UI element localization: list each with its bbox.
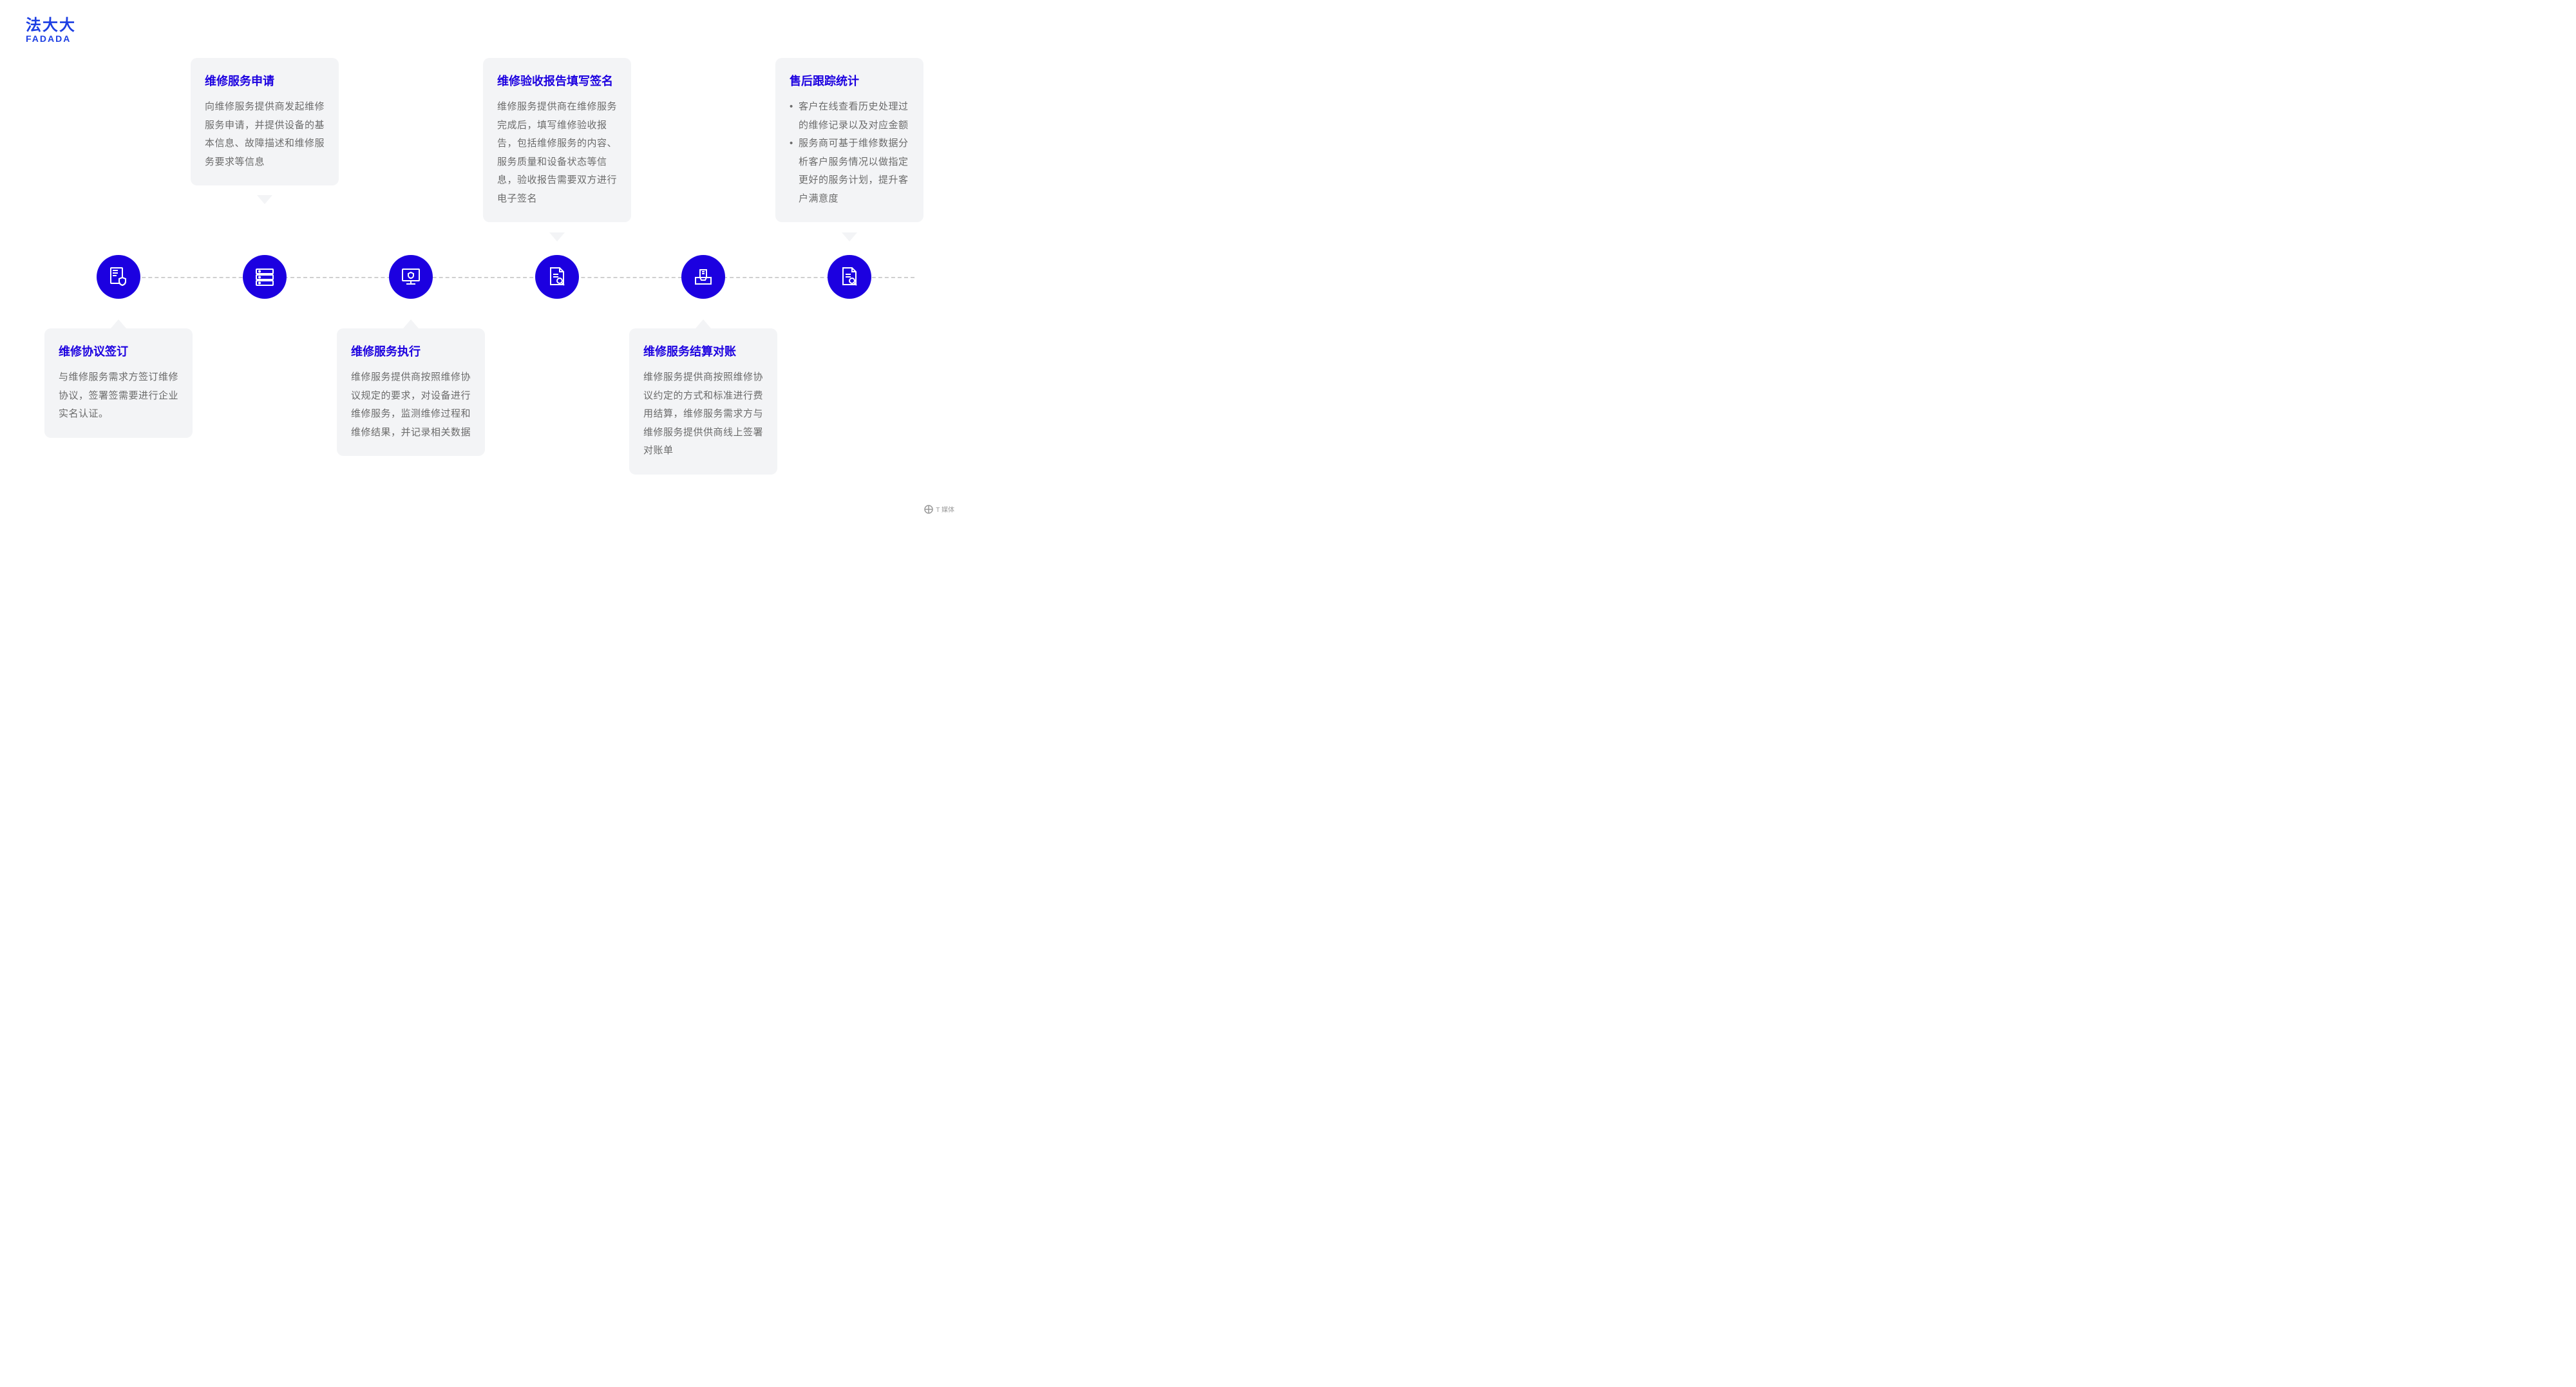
card-5-title: 维修服务结算对账 — [643, 343, 763, 359]
card-5-body: 维修服务提供商按照维修协议约定的方式和标准进行费用结算，维修服务需求方与维修服务… — [643, 368, 763, 460]
card-3-body: 维修服务提供商按照维修协议规定的要求，对设备进行维修服务，监测维修过程和维修结果… — [351, 368, 471, 442]
node-5 — [681, 255, 725, 299]
card-1-title: 维修协议签订 — [59, 343, 178, 359]
card-4-pointer — [549, 232, 565, 241]
card-3: 维修服务执行 维修服务提供商按照维修协议规定的要求，对设备进行维修服务，监测维修… — [337, 328, 485, 456]
watermark-text: T 媒体 — [936, 504, 954, 514]
node-2 — [243, 255, 287, 299]
node-1 — [97, 255, 140, 299]
card-2: 维修服务申请 向维修服务提供商发起维修服务申请，并提供设备的基本信息、故障描述和… — [191, 58, 339, 185]
card-3-pointer — [403, 319, 419, 328]
card-1-body: 与维修服务需求方签订维修协议，签署签需要进行企业实名认证。 — [59, 368, 178, 424]
node-3 — [389, 255, 433, 299]
card-6: 售后跟踪统计 客户在线查看历史处理过的维修记录以及对应金额 服务商可基于维修数据… — [775, 58, 923, 222]
flow-diagram: 维修协议签订 与维修服务需求方签订维修协议，签署签需要进行企业实名认证。 维修服… — [0, 0, 966, 520]
watermark-icon — [924, 505, 933, 514]
doc-search-icon — [838, 266, 860, 288]
card-4: 维修验收报告填写签名 维修服务提供商在维修服务完成后，填写维修验收报告，包括维修… — [483, 58, 631, 222]
card-2-body: 向维修服务提供商发起维修服务申请，并提供设备的基本信息、故障描述和维修服务要求等… — [205, 98, 325, 171]
card-6-body: 客户在线查看历史处理过的维修记录以及对应金额 服务商可基于维修数据分析客户服务情… — [790, 98, 909, 208]
doc-shield-icon — [108, 266, 129, 288]
server-icon — [254, 266, 276, 288]
card-3-title: 维修服务执行 — [351, 343, 471, 359]
card-4-title: 维修验收报告填写签名 — [497, 72, 617, 89]
timeline-dash — [97, 277, 914, 278]
node-6 — [828, 255, 871, 299]
card-5-pointer — [696, 319, 711, 328]
card-6-pointer — [842, 232, 857, 241]
card-6-bullet-2: 服务商可基于维修数据分析客户服务情况以做指定更好的服务计划，提升客户满意度 — [790, 135, 909, 208]
card-1-pointer — [111, 319, 126, 328]
card-6-bullet-1: 客户在线查看历史处理过的维修记录以及对应金额 — [790, 98, 909, 135]
card-6-title: 售后跟踪统计 — [790, 72, 909, 89]
card-2-title: 维修服务申请 — [205, 72, 325, 89]
monitor-icon — [400, 266, 422, 288]
watermark: T 媒体 — [924, 504, 954, 514]
card-2-pointer — [257, 195, 272, 204]
inbox-icon — [692, 266, 714, 288]
card-5: 维修服务结算对账 维修服务提供商按照维修协议约定的方式和标准进行费用结算，维修服… — [629, 328, 777, 475]
card-1: 维修协议签订 与维修服务需求方签订维修协议，签署签需要进行企业实名认证。 — [44, 328, 193, 438]
card-4-body: 维修服务提供商在维修服务完成后，填写维修验收报告，包括维修服务的内容、服务质量和… — [497, 98, 617, 208]
doc-search-icon — [546, 266, 568, 288]
node-4 — [535, 255, 579, 299]
